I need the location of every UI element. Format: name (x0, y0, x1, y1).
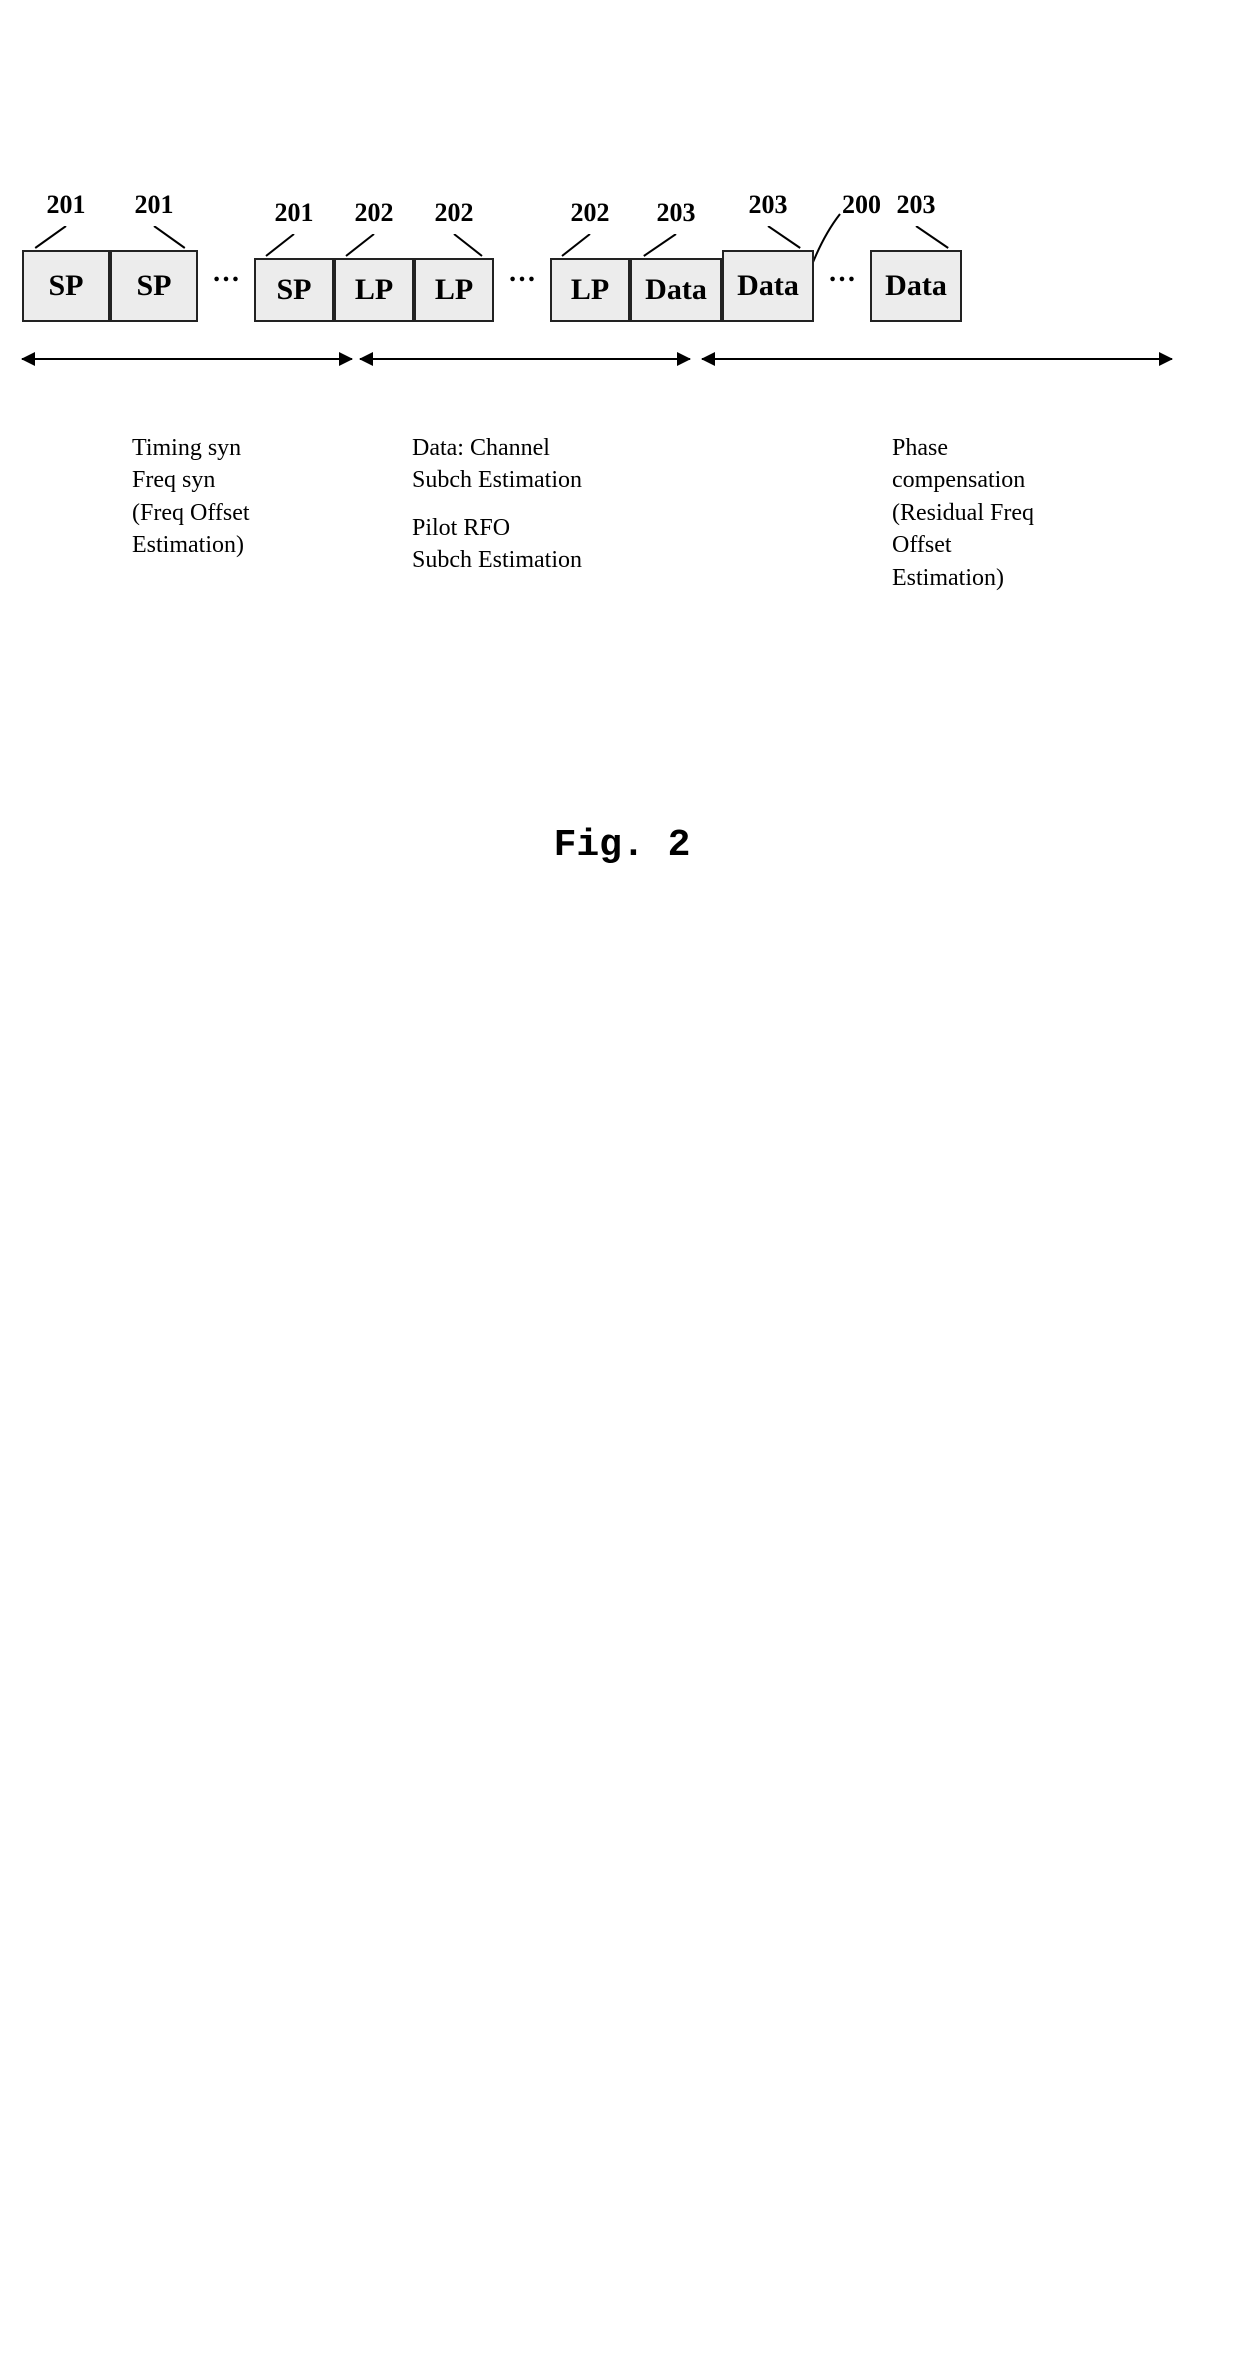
block-ref-leader (414, 234, 494, 258)
block-cell: SP (22, 250, 110, 322)
block-ref-leader (630, 234, 722, 258)
ellipsis: … (494, 257, 550, 289)
block-ref-leader (22, 226, 110, 250)
block-cell: LP (550, 258, 630, 322)
range-indicator (360, 358, 690, 360)
block-ref-number: 201 (135, 190, 174, 222)
block-ref-leader (254, 234, 334, 258)
block-ref-leader (870, 226, 962, 250)
frame-block: 203 Data (722, 190, 814, 322)
annotation-text: Phasecompensation(Residual FreqOffsetEst… (892, 432, 1034, 594)
block-ref-leader (334, 234, 414, 258)
annotation-text: Data: ChannelSubch Estimation (412, 432, 582, 497)
annotation-text: Timing synFreq syn(Freq OffsetEstimation… (132, 432, 250, 562)
block-cell: Data (630, 258, 722, 322)
block-ref-number: 203 (657, 198, 696, 230)
block-ref-leader (550, 234, 630, 258)
block-ref-number: 202 (355, 198, 394, 230)
frame-block: 201 SP (22, 190, 110, 322)
block-cell: LP (334, 258, 414, 322)
frame-block: 203 Data (630, 198, 722, 322)
block-cell: Data (870, 250, 962, 322)
frame-block: 201 SP (110, 190, 198, 322)
block-ref-number: 201 (275, 198, 314, 230)
frame-block: 203 Data (870, 190, 962, 322)
frame-block: 202 LP (414, 198, 494, 322)
frame-block: 201 SP (254, 198, 334, 322)
block-ref-leader (722, 226, 814, 250)
range-arrows-row (22, 344, 1222, 384)
block-ref-number: 202 (435, 198, 474, 230)
frame-blocks-row: 201SP201SP…201SP202LP202LP…202LP203Data2… (22, 190, 1222, 322)
range-indicator (22, 358, 352, 360)
block-cell: Data (722, 250, 814, 322)
block-ref-number: 203 (897, 190, 936, 222)
frame-block: 202 LP (550, 198, 630, 322)
annotation-text: Pilot RFOSubch Estimation (412, 512, 582, 577)
annotations-area: Timing synFreq syn(Freq OffsetEstimation… (22, 384, 1222, 604)
block-cell: SP (110, 250, 198, 322)
frame-block: 202 LP (334, 198, 414, 322)
block-ref-number: 202 (571, 198, 610, 230)
range-indicator (702, 358, 1172, 360)
block-ref-number: 201 (47, 190, 86, 222)
ellipsis: … (198, 257, 254, 289)
figure-caption: Fig. 2 (22, 824, 1222, 867)
block-cell: LP (414, 258, 494, 322)
block-ref-number: 203 (749, 190, 788, 222)
figure-container: 200 201SP201SP…201SP202LP202LP…202LP203D… (22, 190, 1222, 867)
block-ref-leader (110, 226, 198, 250)
block-cell: SP (254, 258, 334, 322)
